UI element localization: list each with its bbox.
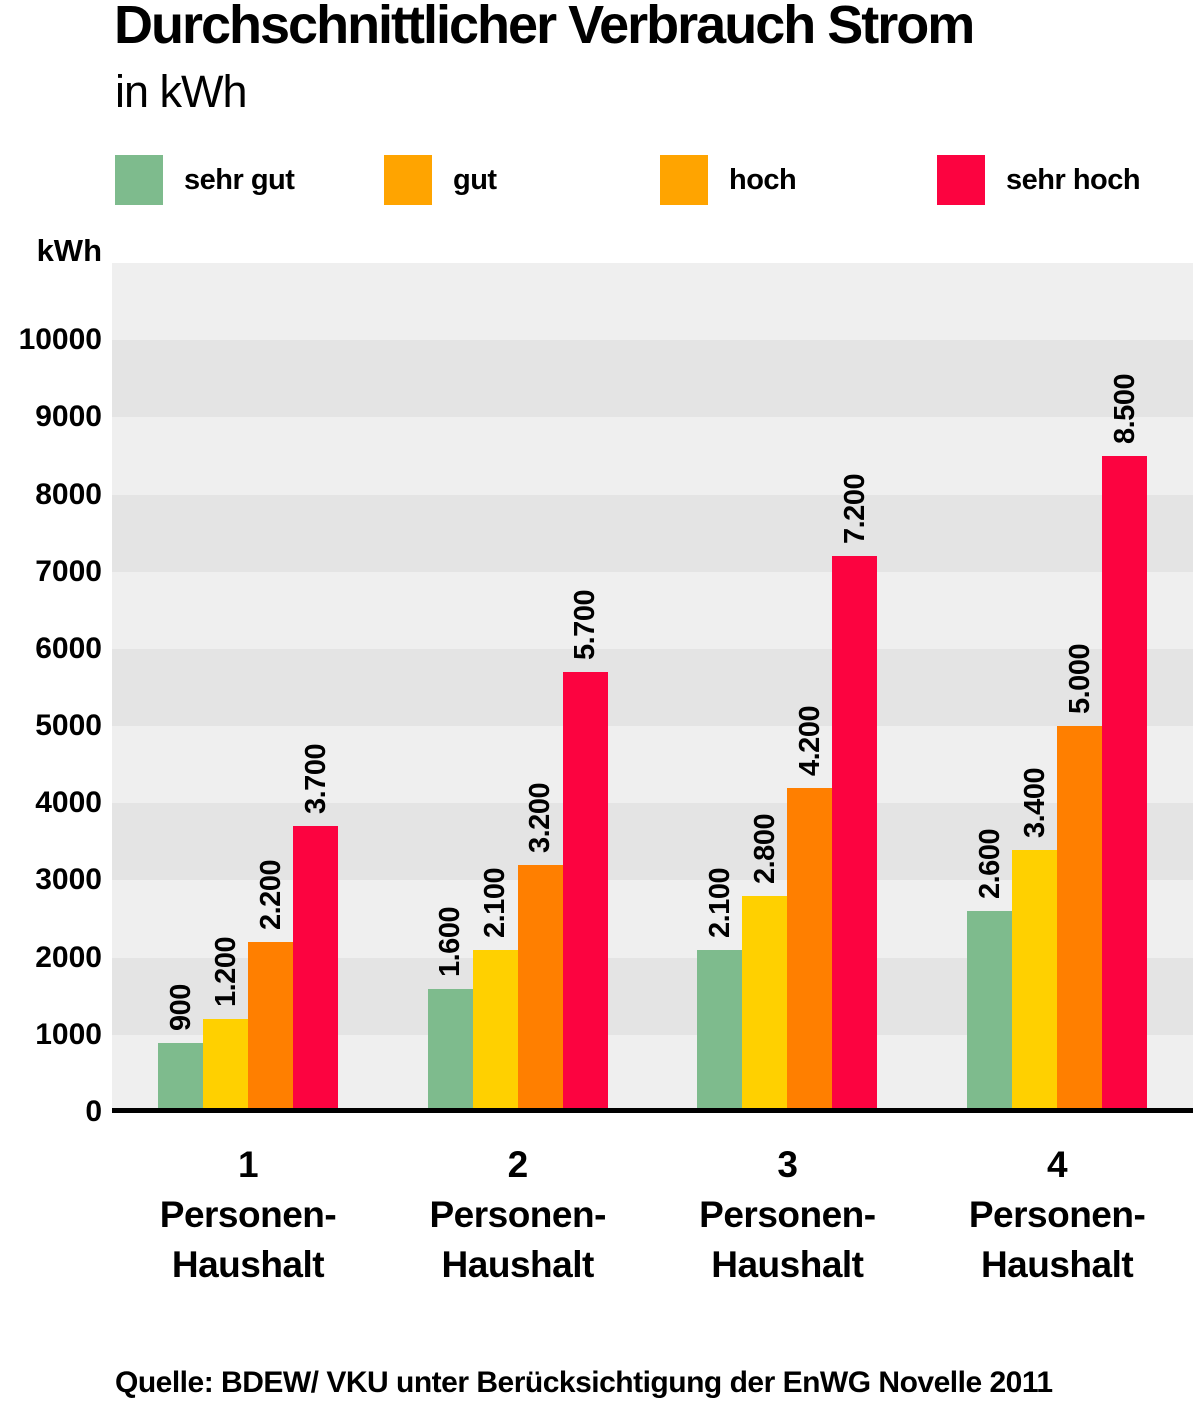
legend-label: gut: [453, 163, 497, 196]
bar-value-label: 3.700: [299, 744, 332, 815]
bar-hoch-group-4: [1057, 726, 1103, 1112]
bar-sehr-gut-group-2: [427, 988, 473, 1112]
grid-band: [112, 648, 1193, 727]
category-label-line: Personen-: [699, 1194, 876, 1235]
category-label-line: 4: [1047, 1144, 1068, 1185]
legend-label: sehr hoch: [1006, 163, 1141, 196]
category-label-line: Personen-: [968, 1194, 1146, 1235]
bar-sehr-hoch-group-4: [1102, 455, 1148, 1112]
legend-swatch-gut: [384, 155, 432, 205]
bar-value-label: 2.800: [748, 813, 781, 884]
legend-item-hoch: hoch: [660, 155, 797, 205]
legend-label: sehr gut: [184, 163, 295, 196]
bar-value-label: 3.200: [524, 782, 557, 854]
category-label-group-3: 3 Personen- Haushalt: [647, 1140, 927, 1290]
bar-sehr-gut-group-4: [967, 911, 1013, 1112]
bar-sehr-hoch-group-1: [293, 826, 338, 1112]
y-tick-label: 4000: [35, 786, 102, 820]
source-attribution: Quelle: BDEW/ VKU unter Berücksichtigung…: [115, 1366, 1053, 1399]
plot-area: 900 1.200 2.200 3.700 1.600 2.100 3.200 5.700 2.…: [112, 263, 1193, 1112]
bar-sehr-gut-group-3: [697, 949, 743, 1112]
legend-item-gut: gut: [384, 155, 497, 205]
bar-value-label: 2.100: [703, 867, 736, 938]
bar-sehr-gut-group-1: [158, 1042, 203, 1112]
y-tick-label: 2000: [35, 940, 102, 974]
category-label-line: 3: [777, 1144, 798, 1185]
bar-sehr-hoch-group-2: [562, 672, 608, 1112]
bar-hoch-group-3: [787, 787, 833, 1112]
bar-gut-group-2: [472, 949, 518, 1112]
y-axis-unit-label: kWh: [36, 233, 102, 268]
bar-gut-group-4: [1012, 849, 1058, 1112]
bar-gut-group-1: [203, 1019, 248, 1112]
category-label-line: Haushalt: [980, 1244, 1134, 1285]
category-label-group-4: 4 Personen- Haushalt: [917, 1140, 1193, 1290]
bar-value-label: 5.000: [1063, 644, 1096, 715]
grid-band: [112, 726, 1193, 804]
legend-swatch-hoch: [660, 155, 708, 205]
y-tick-label: 10000: [18, 323, 102, 357]
y-tick-label: 5000: [35, 709, 102, 743]
grid-band: [112, 571, 1193, 649]
grid-band: [112, 340, 1193, 418]
y-tick-label: 1000: [35, 1017, 102, 1051]
bar-hoch-group-1: [248, 942, 293, 1112]
category-label-line: Personen-: [429, 1194, 606, 1235]
bar-value-label: 2.200: [254, 860, 287, 931]
legend-swatch-sehr-gut: [115, 155, 163, 205]
grid-band: [112, 263, 1193, 341]
bar-value-label: 1.200: [209, 937, 242, 1008]
bar-sehr-hoch-group-3: [832, 556, 878, 1112]
bar-value-label: 4.200: [793, 705, 826, 776]
bar-value-label: 7.200: [838, 474, 871, 545]
chart-subtitle: in kWh: [115, 66, 248, 117]
y-tick-label: 7000: [35, 554, 102, 588]
category-label-line: Haushalt: [441, 1244, 595, 1285]
y-tick-label: 6000: [35, 631, 102, 665]
bar-value-label: 2.600: [973, 829, 1006, 900]
bar-value-label: 900: [164, 983, 197, 1031]
category-label-line: Haushalt: [711, 1244, 864, 1285]
bar-value-label: 3.400: [1018, 767, 1051, 838]
bar-value-label: 1.600: [434, 906, 467, 977]
x-axis-line: [112, 1108, 1193, 1113]
chart-legend: sehr gut gut hoch sehr hoch: [0, 155, 1193, 205]
category-label-group-2: 2 Personen- Haushalt: [378, 1140, 658, 1290]
category-label-line: 1: [237, 1144, 259, 1185]
legend-item-sehr-hoch: sehr hoch: [937, 155, 1141, 205]
y-tick-label: 0: [85, 1095, 102, 1128]
y-tick-label: 9000: [35, 400, 102, 434]
bar-hoch-group-2: [517, 865, 563, 1112]
category-label-line: 2: [507, 1144, 529, 1185]
bar-value-label: 5.700: [569, 589, 602, 661]
category-label-line: Personen-: [159, 1194, 337, 1235]
legend-swatch-sehr-hoch: [937, 155, 985, 205]
bar-value-label: 2.100: [479, 867, 512, 938]
legend-item-sehr-gut: sehr gut: [115, 155, 295, 205]
grid-band: [112, 417, 1193, 495]
category-label-group-1: 1 Personen- Haushalt: [108, 1140, 388, 1290]
bar-value-label: 8.500: [1108, 373, 1141, 444]
chart-title: Durchschnittlicher Verbrauch Strom: [114, 0, 975, 55]
y-tick-label: 3000: [35, 863, 102, 897]
legend-label: hoch: [729, 163, 797, 196]
bar-gut-group-3: [742, 895, 788, 1112]
y-tick-label: 8000: [35, 477, 102, 511]
grid-band: [112, 494, 1193, 572]
category-label-line: Haushalt: [171, 1244, 325, 1285]
